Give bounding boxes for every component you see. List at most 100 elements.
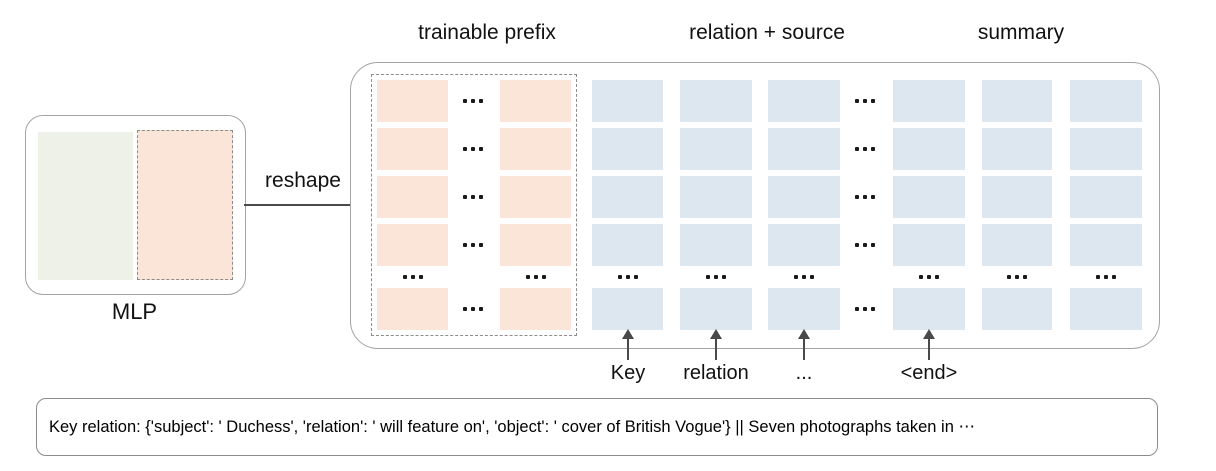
mlp-box <box>25 115 246 295</box>
summary-col-2-cell <box>1070 288 1142 330</box>
up-arrow-stem <box>927 339 931 360</box>
token-label-more: ... <box>795 362 813 384</box>
up-arrow-stem <box>714 339 718 360</box>
trainable-prefix-outline <box>371 74 577 336</box>
ellipsis-dot <box>625 275 630 279</box>
token-col-relation-cell <box>680 288 752 330</box>
token-col-more-cell <box>768 128 840 170</box>
token-col-key-cell <box>592 128 663 170</box>
token-col-relation-cell <box>680 80 752 122</box>
ellipsis-dot <box>471 195 475 199</box>
ellipsis-icon <box>525 275 546 279</box>
token-col-key-cell <box>592 80 663 122</box>
reshape-label: reshape <box>265 169 341 192</box>
ellipsis-icon <box>617 275 638 279</box>
ellipsis-dot <box>927 275 931 279</box>
ellipsis-dot <box>919 275 923 279</box>
ellipsis-dot <box>463 99 467 103</box>
ellipsis-dot <box>471 243 475 247</box>
token-col-end-cell <box>893 224 965 266</box>
ellipsis-dot <box>410 275 415 279</box>
ellipsis-dot <box>855 307 859 311</box>
ellipsis-dot <box>794 275 798 279</box>
ellipsis-dot <box>871 243 875 247</box>
ellipsis-icon <box>402 275 423 279</box>
ellipsis-icon <box>1007 275 1027 279</box>
mlp-green-matrix <box>38 132 133 280</box>
token-col-key-cell <box>592 288 663 330</box>
token-col-end-cell <box>893 128 965 170</box>
ellipsis-dot <box>463 307 467 311</box>
ellipsis-dot <box>871 307 875 311</box>
ellipsis-dot <box>802 275 806 279</box>
up-arrowhead-icon <box>923 329 935 339</box>
token-col-end-cell <box>893 80 965 122</box>
ellipsis-dot <box>479 99 483 103</box>
ellipsis-dot <box>863 99 867 103</box>
ellipsis-dot <box>810 275 814 279</box>
ellipsis-dot <box>402 275 407 279</box>
up-arrow-stem <box>802 339 806 360</box>
ellipsis-icon <box>463 243 483 247</box>
token-col-key-cell <box>592 224 663 266</box>
ellipsis-icon <box>855 147 875 151</box>
ellipsis-dot <box>479 195 483 199</box>
ellipsis-dot <box>463 243 467 247</box>
summary-col-1-cell <box>982 288 1052 330</box>
summary-col-1-cell <box>982 80 1052 122</box>
input-text-box: Key relation: {'subject': ' Duchess', 'r… <box>36 398 1158 456</box>
summary-col-2-cell <box>1070 224 1142 266</box>
prefix-col-1-cell <box>377 80 448 122</box>
ellipsis-dot <box>722 275 726 279</box>
token-col-relation-cell <box>680 224 752 266</box>
prefix-col-2-cell <box>500 128 571 170</box>
reshape-arrow-line <box>244 204 360 207</box>
token-col-relation-cell <box>680 176 752 218</box>
ellipsis-icon <box>919 275 939 279</box>
ellipsis-dot <box>1096 275 1100 279</box>
summary-col-1-cell <box>982 224 1052 266</box>
input-text: Key relation: {'subject': ' Duchess', 'r… <box>49 418 975 436</box>
ellipsis-icon <box>706 275 726 279</box>
label-relation-source: relation + source <box>689 21 845 44</box>
ellipsis-dot <box>479 147 483 151</box>
ellipsis-dot <box>533 275 538 279</box>
prefix-col-2-cell <box>500 176 571 218</box>
mlp-peach-matrix <box>137 130 233 280</box>
ellipsis-icon <box>463 99 483 103</box>
token-col-end-cell <box>893 176 965 218</box>
token-col-more-cell <box>768 288 840 330</box>
ellipsis-icon <box>855 307 875 311</box>
token-col-end-cell <box>893 288 965 330</box>
ellipsis-dot <box>633 275 638 279</box>
ellipsis-icon <box>1096 275 1116 279</box>
prefix-col-1-cell <box>377 128 448 170</box>
ellipsis-icon <box>855 195 875 199</box>
token-pointer-key: Key <box>583 329 673 385</box>
label-trainable-prefix: trainable prefix <box>418 21 556 44</box>
ellipsis-dot <box>471 147 475 151</box>
ellipsis-dot <box>463 147 467 151</box>
prefix-col-2-cell <box>500 80 571 122</box>
ellipsis-icon <box>463 147 483 151</box>
summary-col-2-cell <box>1070 80 1142 122</box>
prefix-col-1-cell <box>377 224 448 266</box>
ellipsis-icon <box>463 307 483 311</box>
token-label-relation: relation <box>683 362 749 384</box>
ellipsis-dot <box>935 275 939 279</box>
token-col-key-cell <box>592 176 663 218</box>
summary-col-2-cell <box>1070 176 1142 218</box>
mlp-label: MLP <box>111 299 158 324</box>
ellipsis-dot <box>871 147 875 151</box>
ellipsis-dot <box>1015 275 1019 279</box>
up-arrow-stem <box>626 339 630 360</box>
token-pointer-relation: relation <box>671 329 761 385</box>
ellipsis-dot <box>418 275 423 279</box>
ellipsis-dot <box>855 147 859 151</box>
ellipsis-dot <box>863 147 867 151</box>
prefix-col-1-cell <box>377 176 448 218</box>
ellipsis-icon <box>463 195 483 199</box>
ellipsis-dot <box>863 307 867 311</box>
ellipsis-icon <box>855 99 875 103</box>
